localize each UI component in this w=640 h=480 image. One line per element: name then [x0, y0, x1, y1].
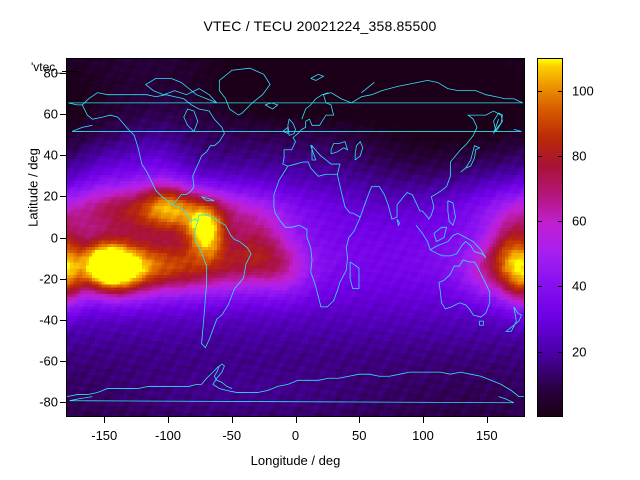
coastline-segment — [360, 111, 502, 219]
coastline-segment — [274, 174, 360, 307]
y-tick-label: 20 — [43, 188, 58, 204]
colorbar-tick-label: 40 — [572, 278, 587, 294]
map-plot-area — [66, 58, 525, 417]
coastline-segment — [72, 125, 521, 131]
coastline-segment — [397, 219, 400, 225]
colorbar-tick-mark — [537, 155, 542, 157]
coastline-segment — [302, 93, 329, 120]
colorbar-tick-label: 100 — [572, 83, 594, 99]
x-tick-mark — [168, 417, 169, 423]
y-tick-mark — [60, 401, 66, 403]
colorbar-tick-mark — [537, 351, 542, 353]
y-tick-label: 0 — [50, 230, 58, 245]
vtec-heatmap — [67, 59, 524, 416]
y-axis-title: Latitude / deg — [25, 148, 41, 227]
y-tick-label: -40 — [39, 312, 58, 328]
legend-key-label: 'vtec_ — [31, 60, 62, 74]
x-tick-label: -150 — [91, 428, 118, 443]
coastline-segment — [416, 225, 486, 258]
coastline-segment — [202, 197, 215, 201]
coastline-segment — [214, 366, 232, 388]
colorbar-tick-label: 20 — [572, 344, 587, 360]
coastline-segment — [70, 397, 514, 403]
x-tick-label: 50 — [352, 428, 367, 443]
coastline-segment — [146, 78, 217, 102]
coastline-segment — [265, 103, 278, 109]
coastline-overlay — [67, 59, 524, 416]
coastline-segment — [82, 105, 198, 221]
coastline-segment — [434, 227, 447, 241]
coastline-segment — [67, 364, 524, 397]
colorbar-tick-mark — [558, 286, 563, 288]
coastline-segment — [288, 119, 296, 135]
x-axis-title: Longitude / deg — [250, 453, 341, 468]
x-tick-mark — [486, 417, 488, 423]
x-tick-mark — [359, 417, 361, 423]
coastline-segment — [350, 262, 359, 289]
coastline-segment — [480, 321, 484, 325]
colorbar-tick-label: 60 — [572, 213, 587, 229]
y-tick-label: 60 — [43, 106, 58, 122]
coastline-segment — [331, 142, 348, 154]
colorbar-gradient — [538, 59, 562, 416]
coastline-segment — [362, 82, 375, 92]
y-tick-mark — [60, 155, 66, 157]
legend-key-line-sample — [62, 71, 78, 72]
y-tick-mark — [60, 73, 66, 75]
x-tick-label: 100 — [412, 428, 434, 443]
colorbar-tick-mark — [537, 221, 542, 223]
x-tick-label: 0 — [291, 428, 300, 443]
y-tick-label: 40 — [43, 147, 58, 163]
coastline-segment — [439, 260, 490, 317]
coastline-segment — [311, 74, 324, 80]
coastline-segment — [274, 166, 288, 207]
y-tick-mark — [60, 237, 66, 239]
y-tick-mark — [60, 114, 66, 116]
y-tick-mark — [60, 196, 66, 198]
coastline-segment — [506, 307, 521, 331]
y-tick-mark — [60, 360, 66, 362]
colorbar-tick-label: 80 — [572, 148, 587, 164]
y-tick-label: -80 — [39, 394, 58, 410]
coastline-segment — [355, 142, 363, 160]
coastline-segment — [283, 127, 288, 133]
colorbar — [537, 58, 563, 417]
colorbar-tick-mark — [558, 155, 563, 157]
x-tick-label: -50 — [222, 428, 242, 443]
y-tick-label: 80 — [43, 65, 58, 81]
x-tick-mark — [295, 417, 297, 423]
colorbar-tick-mark — [558, 351, 563, 353]
coastline-segment — [219, 68, 270, 115]
coastline-segment — [283, 146, 340, 177]
y-tick-label: -20 — [39, 271, 58, 287]
colorbar-tick-mark — [537, 90, 542, 92]
x-tick-mark — [423, 417, 424, 423]
coastline-segment — [448, 201, 456, 225]
coastline-segment — [461, 146, 480, 173]
x-tick-mark — [104, 417, 106, 423]
coastline-segment — [82, 93, 224, 205]
colorbar-tick-mark — [558, 221, 563, 223]
y-tick-mark — [60, 319, 66, 321]
page-title: VTEC / TECU 20021224_358.85500 — [203, 18, 437, 34]
y-tick-mark — [60, 278, 66, 280]
coastline-segment — [494, 113, 503, 131]
coastline-segment — [184, 109, 198, 131]
coastline-segment — [68, 80, 522, 164]
x-tick-mark — [231, 417, 233, 423]
colorbar-tick-mark — [558, 90, 563, 92]
x-tick-label: 150 — [475, 428, 498, 443]
x-tick-label: -100 — [154, 428, 182, 443]
colorbar-tick-mark — [537, 286, 542, 288]
y-tick-label: -60 — [39, 353, 58, 369]
coastline-segment — [194, 215, 251, 348]
